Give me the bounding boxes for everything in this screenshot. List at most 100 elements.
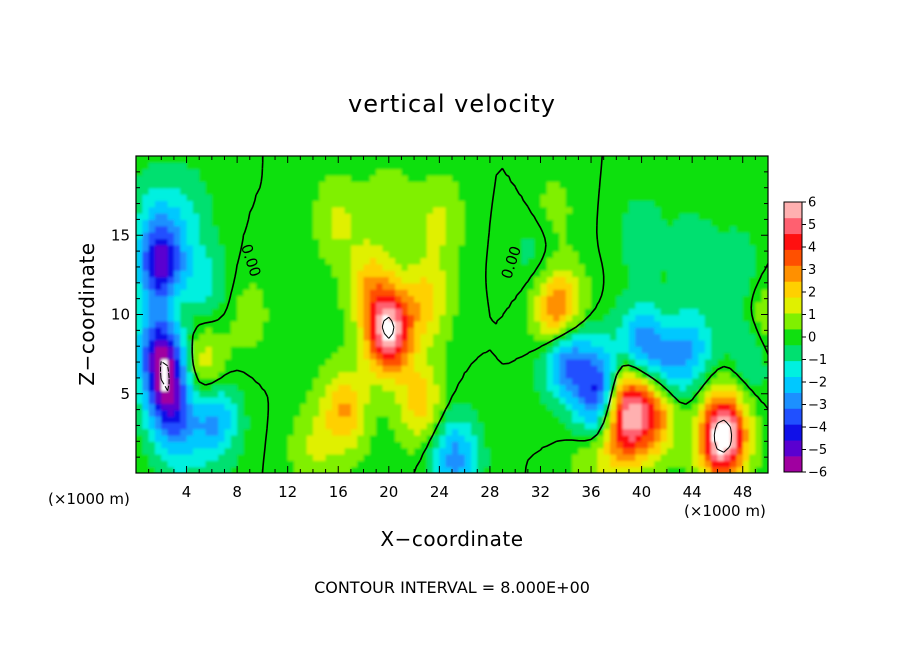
field-cell <box>287 276 295 284</box>
field-cell <box>673 206 681 214</box>
field-cell <box>635 257 643 265</box>
field-cell <box>199 447 207 455</box>
field-cell <box>148 238 156 246</box>
field-cell <box>395 460 403 468</box>
field-cell <box>603 282 611 290</box>
field-cell <box>565 270 573 278</box>
field-cell <box>464 346 472 354</box>
field-cell <box>388 409 396 417</box>
field-cell <box>616 213 624 220</box>
field-cell <box>420 466 428 473</box>
field-cell <box>610 320 617 328</box>
field-cell <box>211 346 219 354</box>
field-cell <box>256 257 263 265</box>
field-cell <box>521 251 529 259</box>
field-cell <box>654 384 662 392</box>
field-cell <box>553 384 561 392</box>
field-cell <box>483 396 491 404</box>
field-cell <box>508 365 516 373</box>
field-cell <box>262 466 270 473</box>
field-cell <box>622 327 630 335</box>
field-cell <box>452 289 459 297</box>
field-cell <box>622 441 630 449</box>
field-cell <box>173 314 181 322</box>
field-cell <box>407 453 415 461</box>
field-cell <box>515 339 523 347</box>
field-cell <box>679 175 687 182</box>
field-cell <box>515 377 523 385</box>
field-cell <box>546 295 554 303</box>
field-cell <box>654 365 662 373</box>
field-cell <box>477 377 485 385</box>
field-cell <box>458 422 466 430</box>
field-cell <box>199 428 207 436</box>
field-cell <box>458 295 466 303</box>
field-cell <box>161 371 169 379</box>
field-cell <box>281 441 289 449</box>
field-cell <box>237 156 245 163</box>
field-cell <box>730 453 737 461</box>
field-cell <box>502 409 510 417</box>
field-cell <box>224 428 232 436</box>
field-cell <box>186 390 194 398</box>
field-cell <box>275 251 282 259</box>
field-cell <box>388 333 396 341</box>
field-cell <box>433 346 440 354</box>
field-cell <box>230 390 238 398</box>
field-cell <box>730 441 737 449</box>
field-cell <box>489 301 497 309</box>
field-cell <box>679 422 687 430</box>
field-cell <box>192 282 200 290</box>
field-cell <box>534 377 542 385</box>
field-cell <box>420 295 428 303</box>
field-cell <box>610 263 617 271</box>
field-cell <box>243 453 251 461</box>
field-cell <box>275 206 282 214</box>
field-cell <box>192 175 200 182</box>
field-cell <box>685 219 693 227</box>
field-cell <box>477 320 485 328</box>
field-cell <box>306 358 314 366</box>
field-cell <box>534 390 542 398</box>
field-cell <box>199 251 207 259</box>
field-cell <box>685 251 693 259</box>
field-cell <box>483 358 491 366</box>
field-cell <box>591 238 598 246</box>
field-cell <box>350 384 358 392</box>
field-cell <box>281 308 289 316</box>
field-cell <box>622 187 630 195</box>
field-cell <box>610 441 617 449</box>
field-cell <box>211 339 219 347</box>
field-cell <box>540 434 548 442</box>
field-cell <box>401 156 409 163</box>
field-cell <box>180 453 188 461</box>
field-cell <box>692 206 700 214</box>
field-cell <box>622 289 630 297</box>
field-cell <box>515 428 523 436</box>
field-cell <box>401 358 409 366</box>
field-cell <box>173 213 181 220</box>
field-cell <box>268 365 276 373</box>
field-cell <box>268 308 276 316</box>
field-cell <box>287 206 295 214</box>
field-cell <box>685 428 693 436</box>
field-cell <box>180 206 188 214</box>
field-cell <box>749 390 756 398</box>
field-cell <box>414 314 421 322</box>
field-cell <box>414 415 421 423</box>
field-cell <box>205 339 213 347</box>
field-cell <box>275 352 282 360</box>
field-cell <box>515 295 523 303</box>
field-cell <box>673 460 681 468</box>
field-cell <box>641 434 649 442</box>
field-cell <box>407 219 415 227</box>
field-cell <box>546 390 554 398</box>
field-cell <box>553 428 561 436</box>
field-cell <box>237 213 245 220</box>
field-cell <box>445 384 453 392</box>
field-cell <box>350 232 358 240</box>
field-cell <box>388 276 396 284</box>
field-cell <box>572 314 579 322</box>
field-cell <box>173 301 181 309</box>
field-cell <box>186 333 194 341</box>
